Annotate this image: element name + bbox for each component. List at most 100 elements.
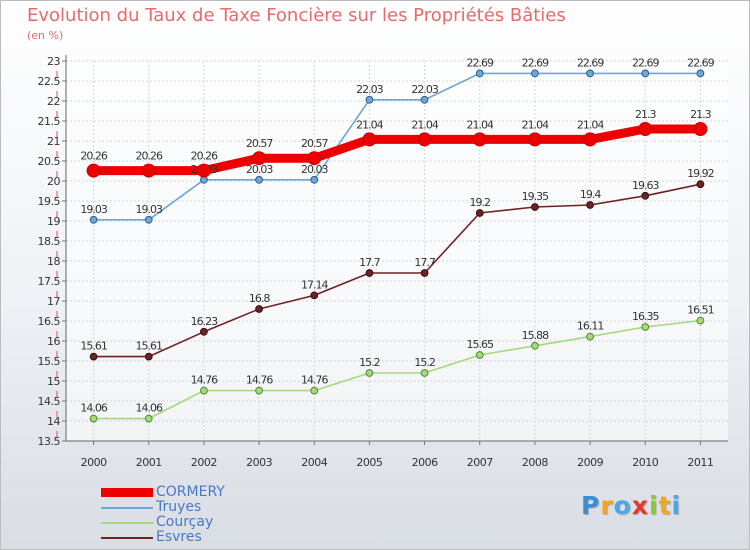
y-tick-label: 14 xyxy=(47,415,60,428)
x-tick-label: 2004 xyxy=(301,456,327,469)
plot-area xyxy=(66,61,728,441)
data-point xyxy=(641,323,650,331)
y-tick-label: 23 xyxy=(47,55,60,68)
data-point xyxy=(365,95,374,104)
x-tick-label: 2010 xyxy=(632,456,658,469)
data-label: 22.69 xyxy=(522,56,549,69)
data-label: 15.88 xyxy=(522,329,549,342)
series-line-cormery xyxy=(89,124,705,176)
y-tick-label: 18 xyxy=(47,255,60,268)
data-label: 20.03 xyxy=(301,163,328,176)
y-tick-label: 18.5 xyxy=(38,235,61,248)
data-point xyxy=(641,191,650,200)
data-point xyxy=(586,69,594,78)
data-label: 19.35 xyxy=(522,190,549,203)
data-label: 21.3 xyxy=(635,108,656,121)
data-point xyxy=(420,95,429,104)
data-point xyxy=(144,352,153,361)
data-point xyxy=(310,291,319,300)
data-label: 19.63 xyxy=(632,179,659,192)
legend-label: Esvres xyxy=(156,529,202,545)
y-tick-label: 17 xyxy=(47,295,60,308)
data-point xyxy=(586,201,594,209)
logo-letter: x xyxy=(631,491,649,520)
y-tick-label: 20.5 xyxy=(38,155,61,168)
x-tick-label: 2007 xyxy=(467,456,493,469)
data-label: 15.65 xyxy=(467,338,494,351)
data-point xyxy=(255,175,263,184)
data-label: 15.61 xyxy=(136,340,163,353)
y-tick-label: 21 xyxy=(47,135,60,148)
y-tick-label: 19.5 xyxy=(38,195,61,208)
data-label: 16.23 xyxy=(191,315,218,328)
y-tick-label: 17.5 xyxy=(38,275,61,288)
data-point xyxy=(641,69,650,78)
data-point xyxy=(255,386,263,395)
data-label: 21.04 xyxy=(522,118,549,131)
data-point xyxy=(89,414,98,423)
data-point xyxy=(475,209,484,217)
logo-letter: t xyxy=(658,491,672,520)
data-point xyxy=(420,269,429,277)
legend-label: Courçay xyxy=(156,514,214,530)
data-point xyxy=(638,122,653,136)
data-label: 22.03 xyxy=(411,83,438,96)
logo-letter: i xyxy=(649,491,659,520)
data-point xyxy=(696,316,705,325)
legend-swatch xyxy=(101,507,153,509)
series-line-esvres xyxy=(92,183,702,358)
logo-letter: r xyxy=(600,491,614,520)
data-label: 19.2 xyxy=(470,196,491,209)
y-tick-label: 19 xyxy=(47,215,60,228)
data-label: 19.4 xyxy=(580,188,601,201)
data-label: 14.06 xyxy=(80,402,107,415)
data-label: 21.04 xyxy=(467,118,494,131)
data-point xyxy=(310,386,319,395)
data-label: 20.26 xyxy=(136,150,163,163)
data-point xyxy=(196,163,211,178)
data-point xyxy=(475,69,484,78)
x-tick-label: 2003 xyxy=(246,456,272,469)
data-point xyxy=(144,215,153,224)
data-point xyxy=(531,69,539,78)
data-label: 20.03 xyxy=(246,163,273,176)
data-point xyxy=(200,386,208,395)
data-label: 14.06 xyxy=(136,402,163,415)
data-label: 17.7 xyxy=(359,256,380,269)
data-label: 22.69 xyxy=(467,56,494,69)
data-label: 17.14 xyxy=(301,278,328,291)
data-point xyxy=(141,163,156,178)
data-label: 19.92 xyxy=(687,167,714,180)
data-label: 15.61 xyxy=(80,340,107,353)
data-label: 19.03 xyxy=(136,203,163,216)
data-label: 20.26 xyxy=(80,150,107,163)
data-point xyxy=(144,414,153,423)
x-tick-label: 2009 xyxy=(577,456,603,469)
data-label: 16.51 xyxy=(687,304,714,317)
y-tick-label: 20 xyxy=(47,175,60,188)
data-label: 22.69 xyxy=(632,56,659,69)
data-point xyxy=(89,215,98,224)
y-tick-label: 22.5 xyxy=(38,75,61,88)
y-tick-label: 14.5 xyxy=(38,395,61,408)
data-point xyxy=(475,351,484,359)
legend-swatch xyxy=(101,522,153,524)
logo-letter: P xyxy=(581,491,601,520)
data-point xyxy=(200,327,208,336)
data-label: 21.3 xyxy=(690,108,711,121)
data-label: 17.7 xyxy=(414,256,435,269)
data-label: 16.11 xyxy=(577,320,604,333)
x-tick-label: 2005 xyxy=(356,456,382,469)
y-tick-label: 13.5 xyxy=(38,435,61,448)
data-point xyxy=(255,305,263,313)
data-label: 19.03 xyxy=(80,203,107,216)
data-label: 21.04 xyxy=(411,118,438,131)
x-tick-label: 2008 xyxy=(522,456,548,469)
y-axis-unit-label: (en %) xyxy=(27,29,64,42)
data-point xyxy=(693,122,708,136)
legend-swatch xyxy=(101,537,153,539)
data-label: 15.2 xyxy=(414,356,435,369)
data-point xyxy=(365,369,374,377)
